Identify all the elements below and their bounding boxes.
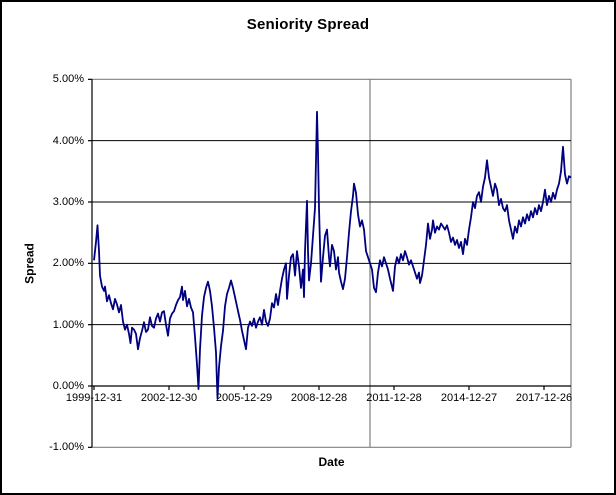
x-tick-label: 2011-12-28 (366, 392, 422, 404)
x-tick-label: 2008-12-28 (290, 392, 348, 404)
x-tick-label: 2017-12-26 (515, 392, 573, 404)
y-tick-label: 5.00% (52, 73, 84, 86)
x-tick-label: 1999-12-31 (65, 392, 123, 404)
y-tick-label: 0.00% (52, 380, 84, 392)
x-axis-title: Date (318, 455, 345, 469)
x-tick-label: 2005-12-29 (215, 392, 273, 404)
chart-title: Seniority Spread (246, 16, 370, 33)
series-line-seniority-spread (93, 110, 572, 400)
y-tick-label: 1.00% (52, 318, 84, 331)
y-tick-label: 2.00% (52, 257, 84, 270)
y-tick-label: -1.00% (49, 441, 84, 454)
y-tick-label: 4.00% (52, 134, 84, 147)
y-tick-label: 3.00% (52, 196, 84, 208)
x-tick-label: 2014-12-27 (440, 392, 498, 404)
x-tick-label: 2002-12-30 (140, 392, 198, 404)
